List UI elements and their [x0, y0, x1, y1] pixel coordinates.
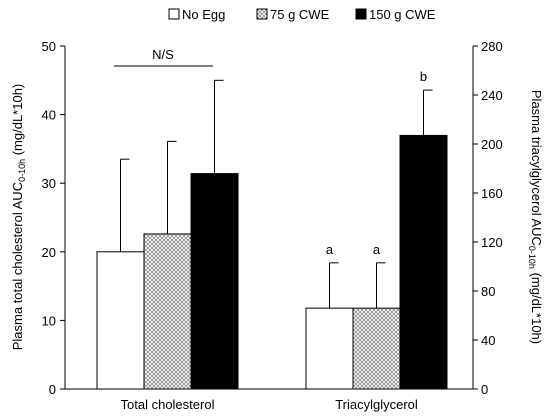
- x-category-label: Total cholesterol: [121, 397, 215, 412]
- right-tick-label: 240: [481, 88, 503, 103]
- left-tick-label: 20: [42, 245, 56, 260]
- bar-75-g-cwe: [352, 307, 401, 390]
- left-tick-label: 50: [42, 39, 56, 54]
- chart-marks: N/S a a b: [96, 47, 448, 390]
- right-axis-label-sub: 0-10h: [527, 246, 537, 269]
- x-category-label: Triacylglycerol: [335, 397, 418, 412]
- legend-label: 150 g CWE: [369, 7, 436, 22]
- legend-swatch: [168, 8, 180, 20]
- right-tick-label: 160: [481, 186, 503, 201]
- right-axis-label-unit: (mg/dL*10h): [529, 269, 544, 344]
- left-axis-label-unit: (mg/dL*10h): [10, 84, 25, 159]
- legend: No Egg 75 g CWE 150 g CWE: [168, 7, 436, 22]
- right-tick-label: 200: [481, 137, 503, 152]
- legend-swatch: [355, 8, 367, 20]
- right-tick-label: 80: [481, 284, 495, 299]
- legend-label: No Egg: [182, 7, 225, 22]
- bar-no-egg: [305, 307, 354, 390]
- left-tick-label: 10: [42, 313, 56, 328]
- right-tick-label: 120: [481, 235, 503, 250]
- left-tick-label: 30: [42, 176, 56, 191]
- left-axis-label-sub: 0-10h: [17, 159, 27, 182]
- significance-label: b: [420, 69, 427, 84]
- left-axis-label-main: Plasma total cholesterol AUC: [10, 182, 25, 350]
- significance-label: a: [326, 242, 334, 257]
- bar-150-g-cwe: [399, 134, 448, 390]
- ns-label: N/S: [152, 47, 174, 62]
- significance-label: a: [373, 242, 381, 257]
- right-tick-label: 0: [481, 382, 488, 397]
- left-tick-label: 40: [42, 108, 56, 123]
- axis-labels: Total cholesterol Triacylglycerol Plasma t…: [10, 84, 544, 412]
- legend-label: 75 g CWE: [270, 7, 330, 22]
- right-axis-label-main: Plasma triacylglycerol AUC: [529, 90, 544, 246]
- legend-swatch: [256, 8, 268, 20]
- bar-no-egg: [96, 251, 145, 390]
- left-axis-label: Plasma total cholesterol AUC0-10h (mg/dL…: [10, 84, 27, 351]
- bar-75-g-cwe: [143, 233, 192, 390]
- right-axis-label: Plasma triacylglycerol AUC0-10h (mg/dL*1…: [527, 90, 544, 344]
- right-tick-label: 280: [481, 39, 503, 54]
- bar-150-g-cwe: [190, 173, 239, 390]
- left-tick-label: 0: [49, 382, 56, 397]
- right-tick-label: 40: [481, 333, 495, 348]
